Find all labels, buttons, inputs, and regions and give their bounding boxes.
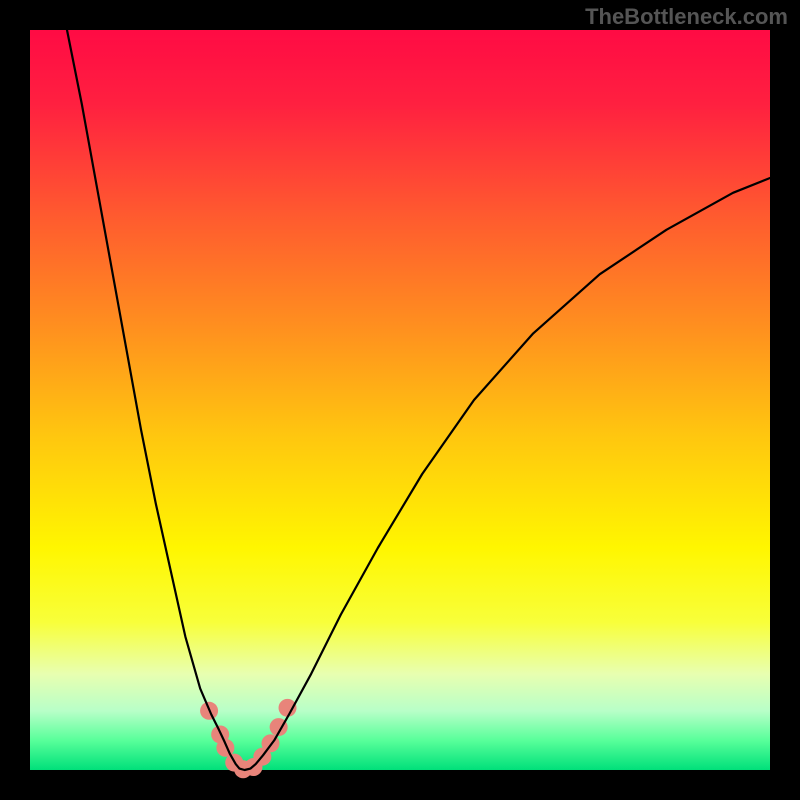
watermark-text: TheBottleneck.com (585, 4, 788, 30)
bottleneck-chart (0, 0, 800, 800)
chart-container: { "watermark": { "text": "TheBottleneck.… (0, 0, 800, 800)
plot-background (30, 30, 770, 770)
